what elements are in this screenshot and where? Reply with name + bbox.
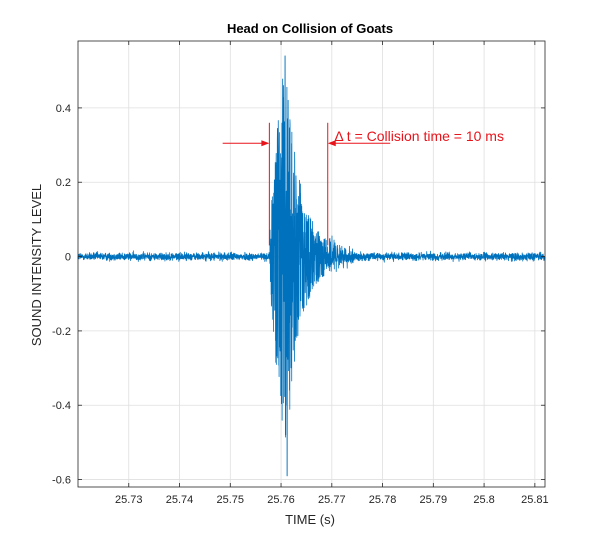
x-tick-label: 25.76	[267, 494, 295, 506]
y-grid	[78, 107, 545, 480]
x-grid	[128, 41, 536, 487]
x-tick-label: 25.78	[369, 494, 397, 506]
y-tick-label: 0.2	[56, 177, 71, 189]
annotation-right-arrowhead	[327, 140, 336, 147]
y-tick-label: -0.4	[52, 400, 71, 412]
y-tick-label: -0.6	[52, 475, 71, 487]
y-axis-label: SOUND INTENSITY LEVEL	[29, 184, 44, 346]
x-axis-label: TIME (s)	[285, 512, 335, 527]
x-ticks: 25.73 25.74 25.75 25.76 25.77 25.78 25.79 25.8 2…	[115, 41, 549, 506]
x-tick-label: 25.73	[115, 494, 143, 506]
y-tick-label: -0.2	[52, 326, 71, 338]
y-tick-label: 0.4	[56, 103, 71, 115]
chart-title: Head on Collision of Goats	[227, 21, 393, 36]
y-ticks: -0.6 -0.4 -0.2 0 0.2 0.4	[52, 103, 545, 487]
x-tick-label: 25.81	[521, 494, 549, 506]
annotation-left-arrowhead	[261, 140, 270, 147]
series-line	[77, 55, 546, 477]
y-tick-label: 0	[65, 252, 71, 264]
x-tick-label: 25.74	[166, 494, 194, 506]
x-tick-label: 25.79	[420, 494, 448, 506]
annotation: Δ t = Collision time = 10 ms	[222, 122, 504, 246]
annotation-label: Δ t = Collision time = 10 ms	[334, 128, 504, 144]
axes-box	[77, 40, 546, 488]
x-tick-label: 25.8	[473, 494, 494, 506]
x-tick-label: 25.77	[318, 494, 346, 506]
x-tick-label: 25.75	[217, 494, 245, 506]
